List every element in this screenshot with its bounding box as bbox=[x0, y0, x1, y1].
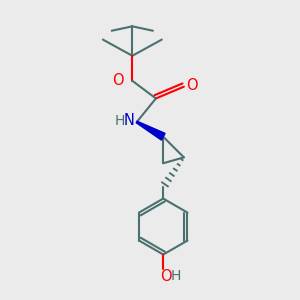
Text: O: O bbox=[186, 78, 198, 93]
Text: H: H bbox=[170, 269, 181, 283]
Text: N: N bbox=[124, 113, 135, 128]
Text: O: O bbox=[160, 268, 171, 284]
Polygon shape bbox=[136, 121, 165, 140]
Text: O: O bbox=[112, 73, 124, 88]
Text: H: H bbox=[115, 114, 125, 128]
